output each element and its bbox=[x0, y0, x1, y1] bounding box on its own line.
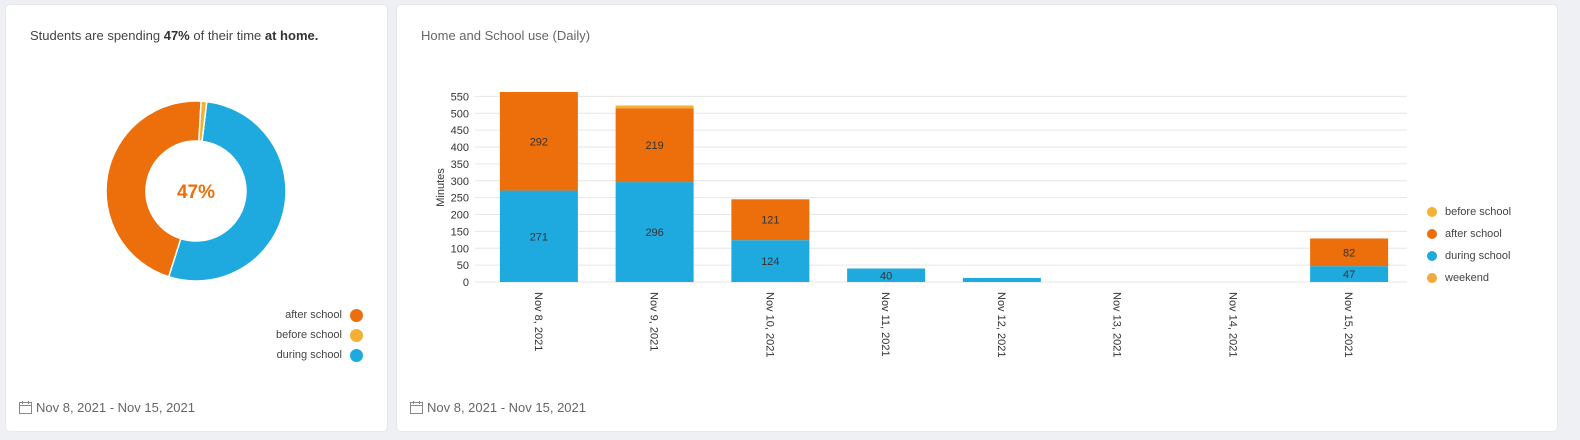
bar-value-label: 296 bbox=[645, 227, 663, 239]
bar-segment-during-school[interactable] bbox=[847, 268, 926, 283]
calendar-icon bbox=[410, 401, 423, 414]
bar-chart-legend: before school after school during school… bbox=[1427, 201, 1511, 289]
bar-value-label: 47 bbox=[1343, 269, 1355, 281]
date-range-label: Nov 8, 2021 - Nov 15, 2021 bbox=[427, 400, 586, 415]
bar-value-label: 82 bbox=[1343, 247, 1355, 259]
y-tick-label: 300 bbox=[451, 176, 469, 188]
date-range-footer: Nov 8, 2021 - Nov 15, 2021 bbox=[19, 400, 195, 415]
bar-segment-after-school[interactable] bbox=[499, 91, 578, 191]
bar-segment-after-school[interactable] bbox=[615, 108, 694, 183]
stacked-bar-chart: 0 50 100 150 200 250 300 350 400 450 500 550 Minutes… bbox=[435, 91, 1407, 357]
legend-dot-icon bbox=[350, 308, 363, 322]
y-tick-label: 550 bbox=[451, 91, 469, 103]
donut-legend-item-before-school[interactable]: before school bbox=[203, 325, 363, 345]
legend-item-after-school[interactable]: after school bbox=[1427, 223, 1511, 245]
bar-segment-after-school[interactable] bbox=[731, 199, 810, 241]
legend-dot-icon bbox=[1427, 251, 1437, 261]
legend-dot-icon bbox=[1427, 207, 1437, 217]
legend-label: weekend bbox=[1445, 272, 1490, 284]
donut-chart: 47% bbox=[105, 100, 287, 282]
y-tick-label: 200 bbox=[451, 210, 469, 222]
headline-location: at home. bbox=[264, 28, 319, 43]
bar-value-label: 40 bbox=[880, 270, 892, 282]
legend-dot-icon bbox=[350, 348, 363, 362]
headline-middle: of their time bbox=[189, 28, 265, 43]
y-tick-label: 150 bbox=[451, 226, 469, 238]
legend-label: during school bbox=[1445, 250, 1511, 262]
bar-segment-during-school[interactable] bbox=[1310, 266, 1389, 282]
legend-label: before school bbox=[1445, 206, 1512, 218]
x-tick-label: Nov 10, 2021 bbox=[763, 292, 775, 357]
donut-legend-label: after school bbox=[285, 309, 342, 321]
y-tick-label: 500 bbox=[451, 108, 469, 120]
donut-slice-before-school[interactable] bbox=[198, 100, 208, 143]
bar-segment-during-school[interactable] bbox=[499, 190, 578, 282]
legend-dot-icon bbox=[1427, 273, 1437, 283]
time-at-home-card: Students are spending 47% of their time … bbox=[6, 5, 387, 431]
x-tick-label: Nov 13, 2021 bbox=[1111, 292, 1123, 357]
bar-value-label: 121 bbox=[761, 215, 779, 227]
bar-value-label: 219 bbox=[645, 140, 663, 152]
bar-segment-during-school[interactable] bbox=[731, 240, 810, 282]
y-tick-label: 450 bbox=[451, 125, 469, 137]
donut-legend-label: during school bbox=[276, 349, 342, 361]
donut-legend-item-after-school[interactable]: after school bbox=[203, 305, 363, 325]
x-tick-label: Nov 15, 2021 bbox=[1342, 292, 1354, 357]
y-tick-label: 50 bbox=[457, 260, 469, 272]
donut-center-label: 47% bbox=[177, 182, 215, 203]
y-tick-label: 400 bbox=[451, 142, 469, 154]
donut-legend: after school before school during school bbox=[203, 305, 363, 365]
donut-legend-label: before school bbox=[275, 329, 342, 341]
x-tick-label: Nov 11, 2021 bbox=[879, 292, 891, 357]
y-tick-label: 350 bbox=[451, 159, 469, 171]
bar-value-label: 271 bbox=[530, 231, 548, 243]
legend-item-during-school[interactable]: during school bbox=[1427, 245, 1511, 267]
x-tick-label: Nov 9, 2021 bbox=[648, 292, 660, 351]
donut-legend-item-during-school[interactable]: during school bbox=[203, 345, 363, 365]
x-tick-label: Nov 14, 2021 bbox=[1226, 292, 1238, 357]
bar-value-label: 124 bbox=[761, 256, 779, 268]
legend-item-weekend[interactable]: weekend bbox=[1427, 267, 1511, 289]
legend-dot-icon bbox=[350, 328, 363, 342]
headline-prefix: Students are spending bbox=[30, 28, 164, 43]
legend-label: after school bbox=[1445, 228, 1502, 240]
legend-dot-icon bbox=[1427, 229, 1437, 239]
y-axis-label: Minutes bbox=[435, 168, 447, 207]
x-tick-label: Nov 12, 2021 bbox=[995, 292, 1007, 357]
chart-title: Home and School use (Daily) bbox=[421, 28, 591, 43]
donut-slice-during-school[interactable] bbox=[167, 100, 287, 282]
date-range-footer: Nov 8, 2021 - Nov 15, 2021 bbox=[410, 400, 586, 415]
x-tick-label: Nov 8, 2021 bbox=[532, 292, 544, 351]
bar-segment-after-school[interactable] bbox=[1310, 238, 1389, 267]
headline-percent: 47% bbox=[163, 28, 190, 43]
bar-segment-during-school[interactable] bbox=[962, 277, 1041, 282]
y-tick-label: 0 bbox=[463, 277, 469, 289]
legend-item-before-school[interactable]: before school bbox=[1427, 201, 1511, 223]
calendar-icon bbox=[19, 401, 32, 414]
date-range-label: Nov 8, 2021 - Nov 15, 2021 bbox=[36, 400, 195, 415]
time-at-home-headline: Students are spending 47% of their time … bbox=[30, 28, 318, 43]
bar-segment-before-school[interactable] bbox=[615, 105, 694, 109]
donut-slice-after-school[interactable] bbox=[105, 100, 202, 278]
bar-segment-during-school[interactable] bbox=[615, 182, 694, 282]
bar-value-label: 292 bbox=[530, 136, 548, 148]
y-tick-label: 100 bbox=[451, 243, 469, 255]
home-school-use-card: Home and School use (Daily) 0 50 100 150 200… bbox=[397, 5, 1557, 431]
y-tick-label: 250 bbox=[451, 193, 469, 205]
